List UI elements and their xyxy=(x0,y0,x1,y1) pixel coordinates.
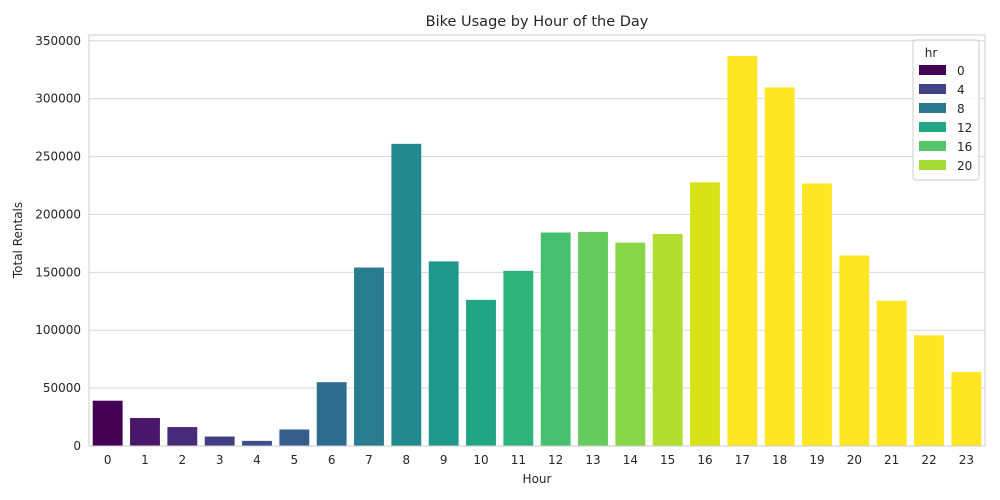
y-tick-label: 250000 xyxy=(35,150,81,164)
y-tick-label: 300000 xyxy=(35,92,81,106)
bar-hour-11 xyxy=(503,270,534,446)
legend-entries: 0 4 8 12 16 20 xyxy=(919,64,972,173)
legend-entry-label: 8 xyxy=(957,102,965,116)
x-tick-label: 21 xyxy=(884,453,899,467)
bar-hour-19 xyxy=(802,183,832,446)
x-tick-label: 17 xyxy=(735,453,750,467)
x-axis-ticks: 0 1 2 3 4 5 6 7 8 9 10 11 12 13 14 15 16 17 18 19 20 21 22 23 xyxy=(104,453,974,467)
x-tick-label: 10 xyxy=(473,453,488,467)
y-tick-label: 350000 xyxy=(35,34,81,48)
bar-hour-22 xyxy=(914,335,944,446)
bar-hour-21 xyxy=(876,300,907,446)
legend: hr 0 4 8 12 16 20 xyxy=(912,39,980,181)
bar-hour-20 xyxy=(839,255,870,446)
bar-hour-4 xyxy=(242,440,272,446)
bar-hour-23 xyxy=(951,371,982,446)
x-tick-label: 20 xyxy=(847,453,862,467)
x-tick-label: 5 xyxy=(291,453,299,467)
bar-hour-5 xyxy=(279,429,310,446)
bar-hour-15 xyxy=(652,233,683,446)
x-tick-label: 13 xyxy=(585,453,600,467)
bars xyxy=(92,56,982,447)
grid-lines xyxy=(89,40,985,447)
bar-hour-13 xyxy=(578,231,608,446)
x-tick-label: 16 xyxy=(697,453,712,467)
x-tick-label: 22 xyxy=(921,453,936,467)
y-tick-label: 200000 xyxy=(35,207,81,221)
x-tick-label: 19 xyxy=(809,453,824,467)
bar-hour-8 xyxy=(391,143,422,446)
x-tick-label: 8 xyxy=(403,453,411,467)
x-tick-label: 2 xyxy=(179,453,187,467)
bar-hour-7 xyxy=(354,267,384,446)
x-tick-label: 3 xyxy=(216,453,224,467)
chart-title: Bike Usage by Hour of the Day xyxy=(426,14,649,30)
x-tick-label: 1 xyxy=(141,453,149,467)
bar-hour-18 xyxy=(764,87,795,447)
bar-hour-9 xyxy=(428,261,459,446)
legend-swatch xyxy=(919,122,946,132)
bar-hour-12 xyxy=(540,232,571,446)
y-axis-label: Total Rentals xyxy=(11,202,25,279)
bar-hour-10 xyxy=(466,299,496,446)
legend-swatch xyxy=(919,65,946,75)
bar-hour-14 xyxy=(615,242,646,446)
plot-frame xyxy=(88,34,986,447)
legend-swatch xyxy=(919,141,946,151)
bar-hour-16 xyxy=(690,182,720,446)
y-tick-label: 100000 xyxy=(35,323,81,337)
legend-swatch xyxy=(919,160,946,170)
bar-hour-17 xyxy=(727,56,758,446)
bar-hour-3 xyxy=(204,436,235,446)
bar-hour-2 xyxy=(167,427,198,446)
x-tick-label: 11 xyxy=(511,453,526,467)
legend-entry-label: 0 xyxy=(957,64,965,78)
x-tick-label: 18 xyxy=(772,453,787,467)
x-tick-label: 6 xyxy=(328,453,336,467)
x-tick-label: 12 xyxy=(548,453,563,467)
x-tick-label: 7 xyxy=(365,453,373,467)
y-axis-ticks: 0 50000 100000 150000 200000 250000 300000 3500… xyxy=(35,34,81,453)
bar-hour-1 xyxy=(130,418,160,446)
legend-entry-label: 4 xyxy=(957,83,965,97)
x-tick-label: 15 xyxy=(660,453,675,467)
legend-entry-label: 20 xyxy=(957,159,972,173)
x-tick-label: 14 xyxy=(623,453,638,467)
legend-entry-label: 12 xyxy=(957,121,972,135)
y-tick-label: 150000 xyxy=(35,265,81,279)
x-tick-label: 4 xyxy=(253,453,261,467)
legend-swatch xyxy=(919,84,946,94)
y-tick-label: 50000 xyxy=(43,381,81,395)
x-tick-label: 9 xyxy=(440,453,448,467)
bar-hour-0 xyxy=(92,400,123,446)
legend-swatch xyxy=(919,103,946,113)
x-tick-label: 0 xyxy=(104,453,112,467)
legend-entry-label: 16 xyxy=(957,140,972,154)
x-tick-label: 23 xyxy=(959,453,974,467)
bar-hour-6 xyxy=(316,382,347,446)
y-tick-label: 0 xyxy=(73,439,81,453)
legend-title: hr xyxy=(925,46,938,60)
x-axis-label: Hour xyxy=(523,472,552,486)
